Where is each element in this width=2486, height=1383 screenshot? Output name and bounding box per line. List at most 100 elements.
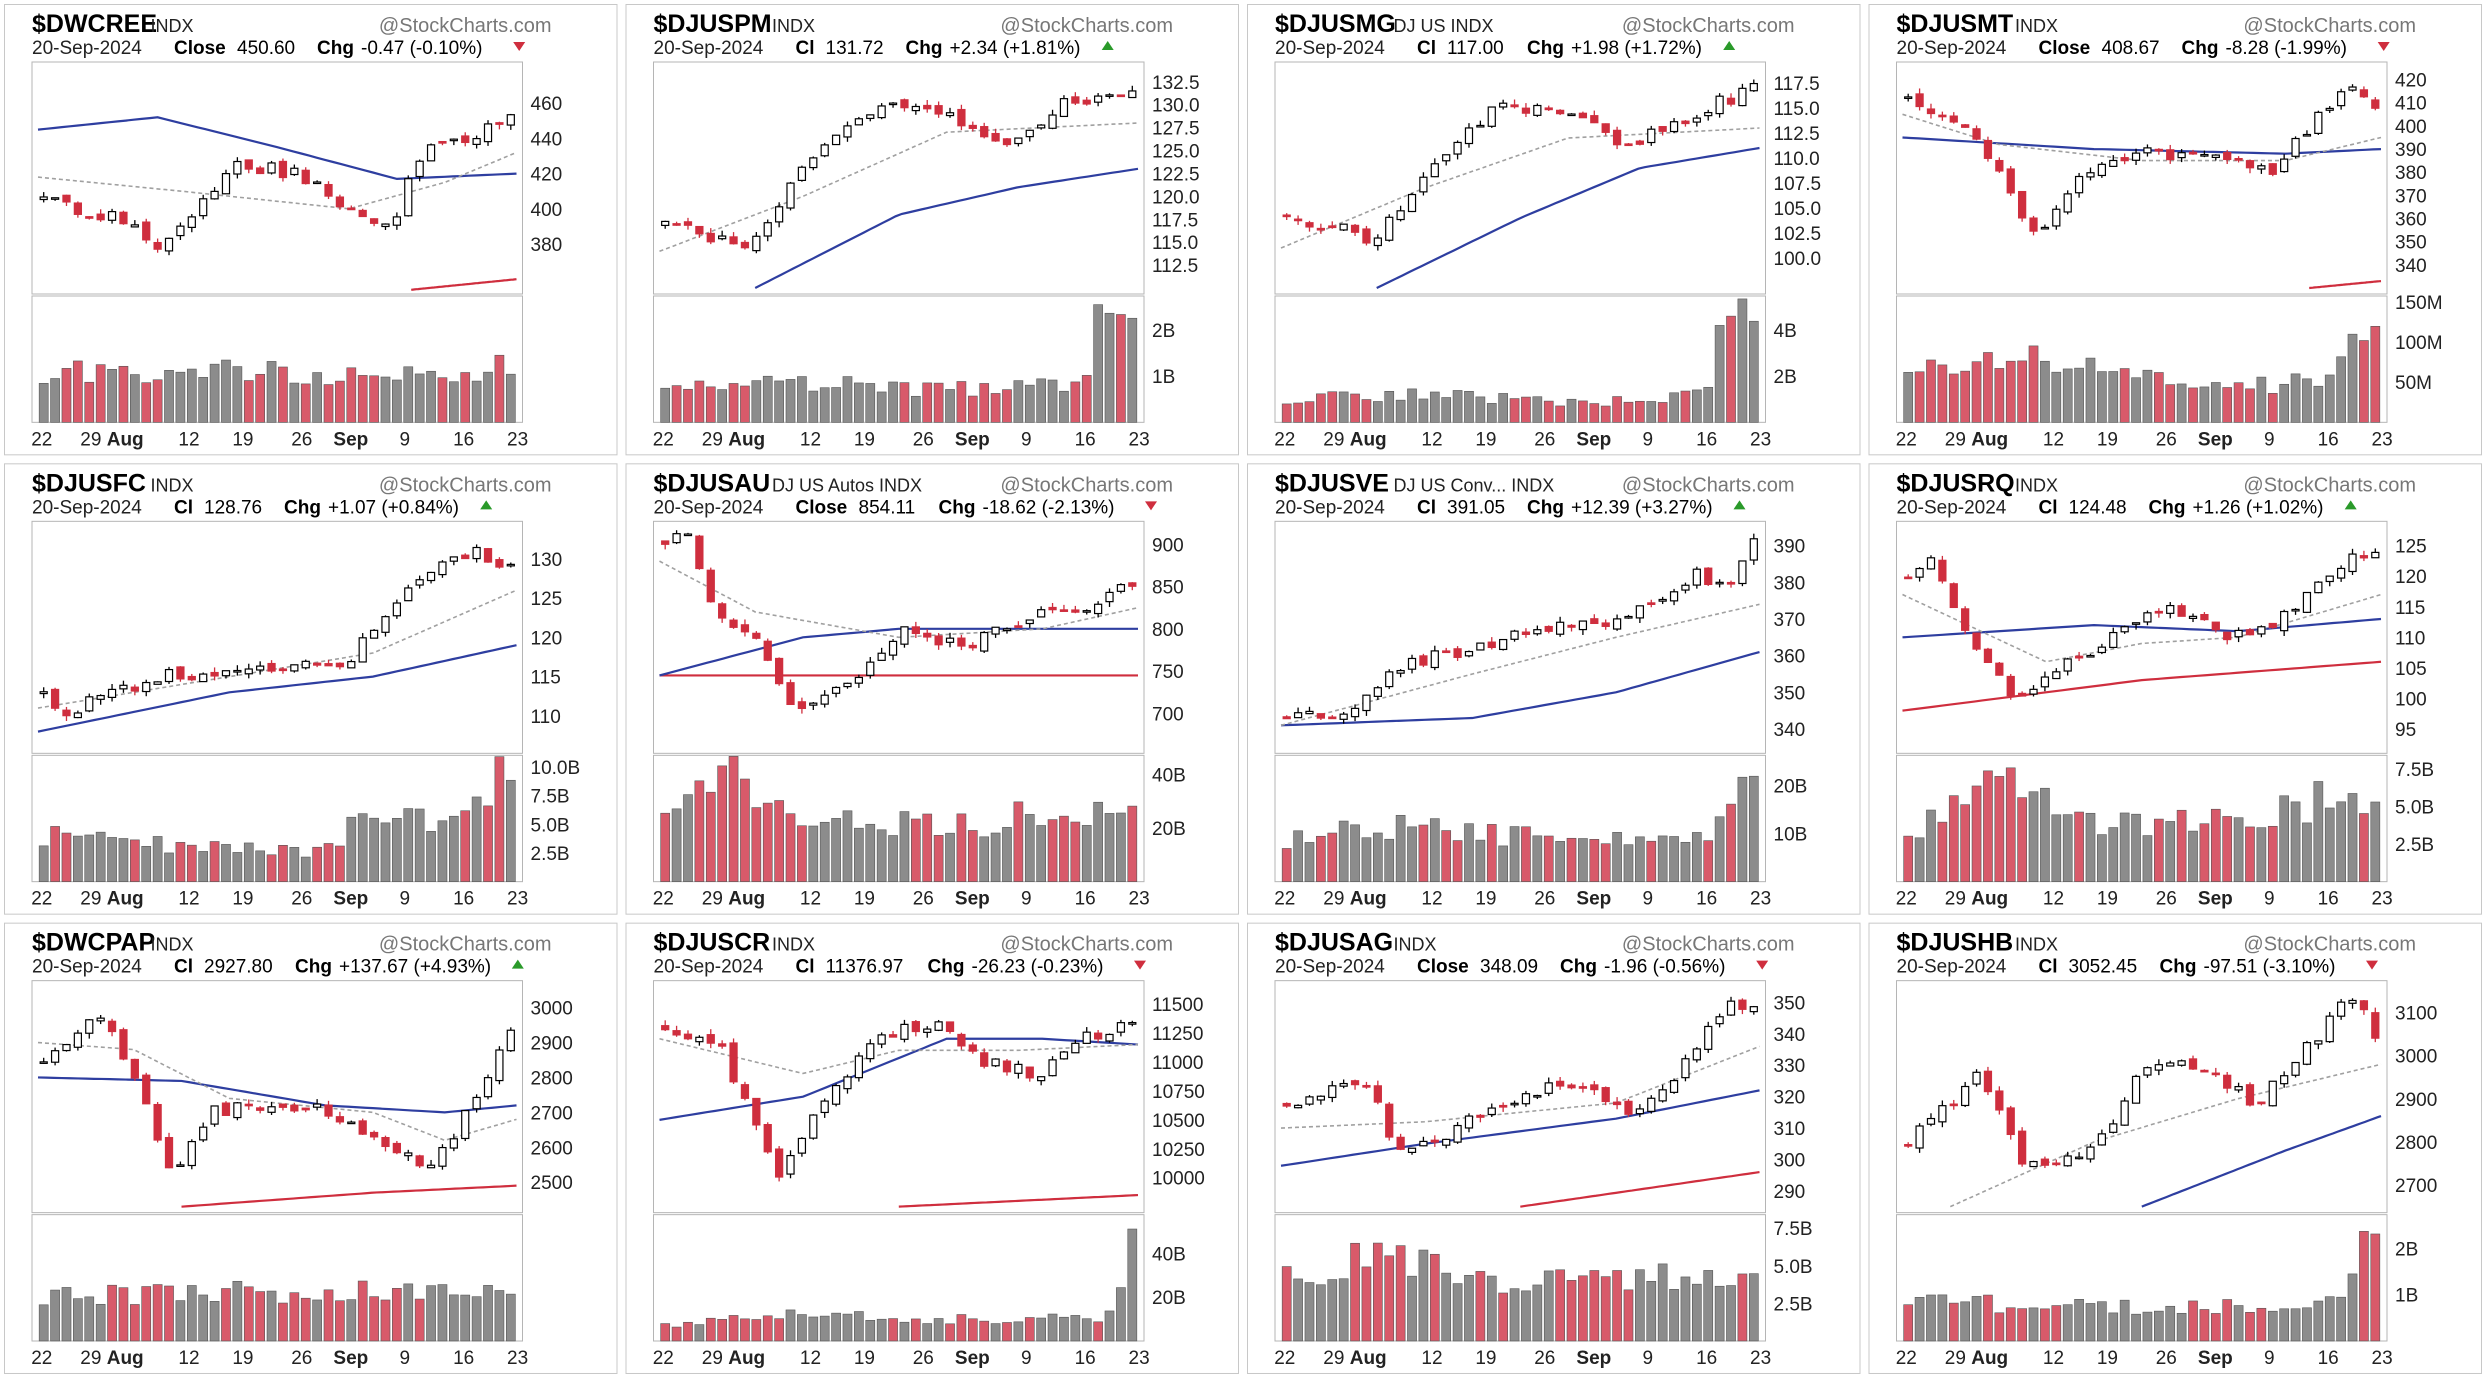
- candle: [809, 1114, 818, 1139]
- price-panel: [31, 520, 523, 754]
- volume-bar: [1002, 1322, 1012, 1342]
- volume-bar: [2028, 791, 2039, 882]
- ma-long-line: [2309, 280, 2382, 290]
- volume-bar: [380, 1299, 391, 1342]
- candle: [1681, 120, 1690, 125]
- volume-bar: [369, 1296, 379, 1342]
- price-tick-label: 3100: [2395, 1004, 2437, 1025]
- volume-bar: [671, 1326, 682, 1342]
- volume-bar: [1914, 1297, 1925, 1342]
- candle: [347, 207, 356, 211]
- volume-bar: [1116, 812, 1126, 882]
- volume-bar: [2176, 809, 2187, 882]
- exchange-label: DJ US Conv... INDX: [1394, 475, 1555, 495]
- volume-bar: [221, 359, 231, 423]
- close-value: 450.60: [237, 38, 295, 59]
- candle: [290, 664, 299, 672]
- chart-djuspm[interactable]: $DJUSPM INDX @StockCharts.com 20-Sep-2024 Cl…: [625, 4, 1239, 456]
- price-tick-label: 115.0: [1152, 233, 1198, 254]
- chart-djusau[interactable]: $DJUSAU DJ US Autos INDX @StockCharts.com 2…: [625, 463, 1239, 915]
- x-tick-label: 9: [1021, 889, 1032, 910]
- candle: [2097, 646, 2107, 654]
- volume-bar: [2040, 787, 2050, 882]
- candle: [1082, 610, 1091, 613]
- volume-bar: [1971, 785, 1982, 882]
- volume-bar: [2222, 1299, 2233, 1342]
- candle: [945, 1021, 955, 1032]
- candle: [39, 1061, 48, 1064]
- candle: [347, 660, 356, 669]
- ma-long-line: [181, 1184, 517, 1208]
- chart-djushb[interactable]: $DJUSHB INDX @StockCharts.com 20-Sep-2024 Cl…: [1868, 922, 2482, 1374]
- candle: [2040, 676, 2050, 688]
- volume-bar: [854, 382, 864, 423]
- candle: [1048, 1059, 1057, 1077]
- volume-bar: [876, 829, 887, 882]
- volume-bar: [2119, 368, 2130, 423]
- x-tick-label: 16: [453, 429, 474, 450]
- chart-frame: [625, 922, 1239, 1374]
- volume-bar: [186, 1285, 197, 1342]
- exchange-label: DJ US Autos INDX: [772, 475, 922, 495]
- candle: [1282, 716, 1291, 720]
- chart-djusmt[interactable]: $DJUSMT INDX @StockCharts.com 20-Sep-2024 Cl…: [1868, 4, 2482, 456]
- candle: [2017, 190, 2027, 219]
- candle: [50, 688, 60, 709]
- chart-djusfc[interactable]: $DJUSFC INDX @StockCharts.com 20-Sep-2024 Cl…: [4, 463, 618, 915]
- chart-djusag[interactable]: $DJUSAG INDX @StockCharts.com 20-Sep-2024 Cl…: [1247, 922, 1861, 1374]
- candle: [142, 1074, 151, 1105]
- candle: [1949, 583, 1958, 609]
- close-label: Cl: [174, 957, 193, 978]
- volume-panel: [653, 1214, 1145, 1342]
- candle: [107, 688, 117, 699]
- candle: [1726, 581, 1736, 585]
- price-tick-label: 10750: [1152, 1082, 1205, 1103]
- source-watermark: @StockCharts.com: [379, 474, 552, 496]
- candle: [290, 1104, 299, 1112]
- x-tick-label: 26: [291, 889, 312, 910]
- x-tick-label: 26: [1534, 889, 1555, 910]
- volume-bar: [865, 823, 876, 882]
- candle: [1487, 641, 1496, 649]
- x-tick-label: 26: [913, 1348, 934, 1369]
- candle: [1738, 560, 1747, 585]
- candle: [866, 661, 875, 676]
- volume-bar: [1635, 1269, 1645, 1342]
- price-tick-label: 115: [2395, 598, 2425, 619]
- candle: [461, 554, 470, 560]
- close-value: 2927.80: [204, 957, 273, 978]
- volume-bar: [380, 822, 391, 882]
- candle: [392, 216, 402, 226]
- candle: [1904, 96, 1913, 100]
- chart-djusrq[interactable]: $DJUSRQ INDX @StockCharts.com 20-Sep-2024 Cl…: [1868, 463, 2482, 915]
- source-watermark: @StockCharts.com: [1000, 934, 1173, 956]
- volume-bar: [346, 816, 357, 882]
- candle: [2371, 99, 2380, 109]
- x-tick-label: Aug: [107, 1348, 144, 1369]
- candle: [199, 198, 208, 217]
- candle: [718, 1043, 727, 1047]
- volume-bar: [1441, 1272, 1452, 1342]
- price-tick-label: 420: [531, 165, 563, 186]
- volume-bar: [380, 376, 391, 423]
- candle: [2188, 151, 2198, 155]
- candle: [1578, 112, 1588, 119]
- candle: [1915, 93, 1924, 108]
- volume-bar: [1116, 1287, 1126, 1342]
- price-tick-label: 400: [531, 200, 563, 221]
- candle: [2325, 1015, 2334, 1043]
- ma-slow-line: [1280, 1089, 1760, 1167]
- volume-bar: [289, 847, 300, 882]
- x-tick-label: 23: [1750, 889, 1771, 910]
- chart-djusve[interactable]: $DJUSVE DJ US Conv... INDX @StockCharts.co…: [1247, 463, 1861, 915]
- volume-bar: [2233, 817, 2244, 882]
- price-tick-label: 460: [531, 94, 563, 115]
- candle: [1533, 104, 1542, 116]
- candle: [2052, 671, 2061, 680]
- chart-djuscr[interactable]: $DJUSCR INDX @StockCharts.com 20-Sep-2024 Cl…: [625, 922, 1239, 1374]
- volume-bar: [2131, 377, 2141, 423]
- candle: [683, 221, 693, 226]
